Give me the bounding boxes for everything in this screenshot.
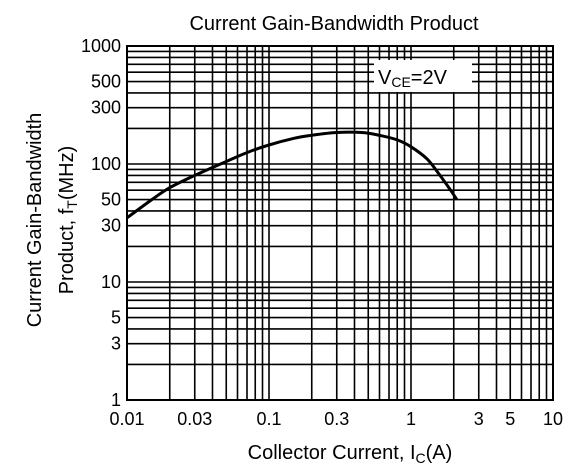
y-tick-label: 5 [111, 308, 121, 328]
x-tick-label: 3 [474, 409, 484, 429]
y-tick-label: 10 [101, 272, 121, 292]
y-tick-label: 50 [101, 190, 121, 210]
series-line [126, 130, 459, 220]
x-tick-label: 5 [505, 409, 515, 429]
x-tick-label: 0.03 [177, 409, 212, 429]
y-axis-label-line2: Product, fT(MHz) [56, 146, 80, 295]
y-tick-label: 100 [91, 154, 121, 174]
y-axis-label: Current Gain-Bandwidth Product, fT(MHz) [24, 113, 80, 328]
x-tick-label: 1 [406, 409, 416, 429]
x-tick-labels: 0.01 0.03 0.1 0.3 1 3 5 10 [109, 409, 563, 429]
y-tick-label: 30 [101, 216, 121, 236]
y-tick-label: 300 [91, 98, 121, 118]
y-tick-labels: 1 3 5 10 30 50 100 300 500 1000 [81, 36, 121, 410]
x-tick-label: 10 [543, 409, 563, 429]
x-tick-label: 0.01 [109, 409, 144, 429]
grid-lines [126, 46, 553, 401]
plot-frame [126, 45, 554, 401]
y-tick-label: 3 [111, 334, 121, 354]
x-tick-label: 0.1 [256, 409, 281, 429]
chart-title: Current Gain-Bandwidth Product [189, 13, 478, 35]
x-axis-label: Collector Current, IC(A) [248, 442, 453, 464]
annotation-text: VCE=2V [378, 67, 448, 90]
y-tick-label: 500 [91, 72, 121, 92]
series-layer [126, 130, 459, 220]
x-tick-label: 0.3 [324, 409, 349, 429]
y-axis-label-line1: Current Gain-Bandwidth [24, 113, 46, 328]
annotation-background [374, 60, 472, 92]
y-tick-label: 1 [111, 390, 121, 410]
y-tick-label: 1000 [81, 36, 121, 56]
